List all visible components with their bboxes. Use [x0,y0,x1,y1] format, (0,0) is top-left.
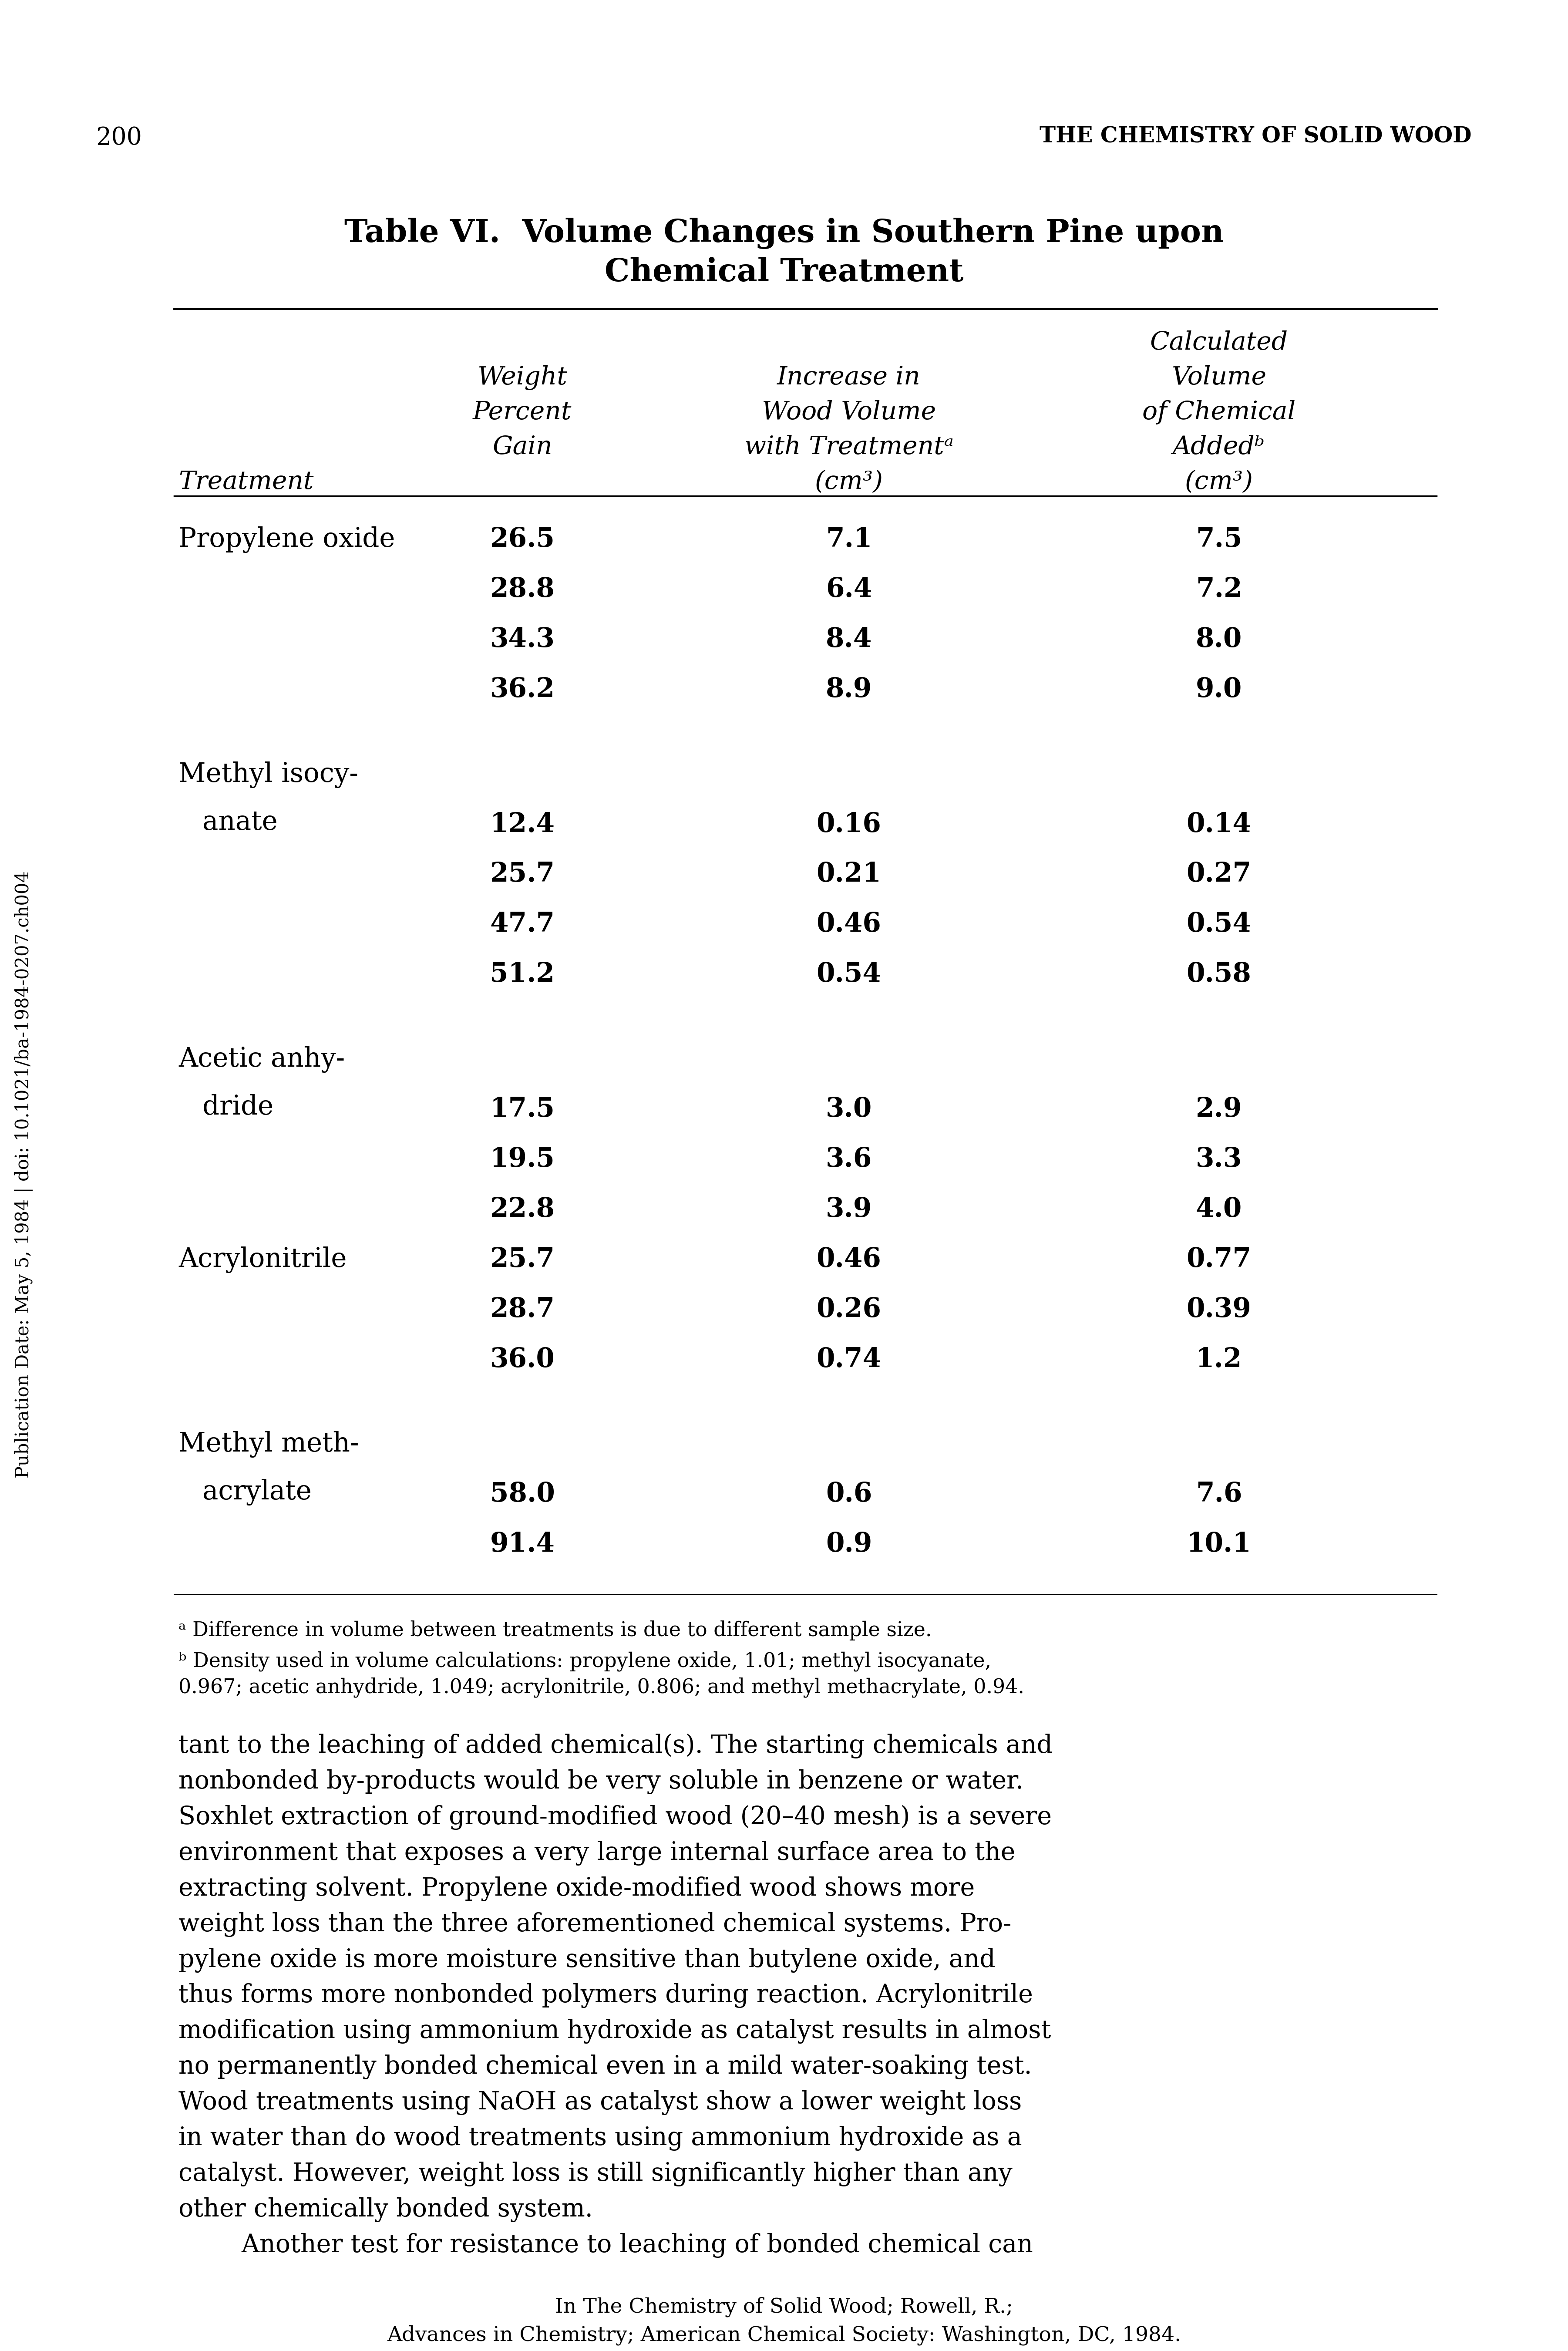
Text: ᵃ Difference in volume between treatments is due to different sample size.: ᵃ Difference in volume between treatment… [179,1620,931,1641]
Text: catalyst. However, weight loss is still significantly higher than any: catalyst. However, weight loss is still … [179,2161,1013,2186]
Text: no permanently bonded chemical even in a mild water-soaking test.: no permanently bonded chemical even in a… [179,2055,1032,2081]
Text: 36.2: 36.2 [489,677,555,703]
Text: 3.9: 3.9 [826,1197,872,1223]
Text: ᵇ Density used in volume calculations: propylene oxide, 1.01; methyl isocyanate,: ᵇ Density used in volume calculations: p… [179,1650,991,1672]
Text: 0.14: 0.14 [1187,811,1251,837]
Text: 4.0: 4.0 [1196,1197,1242,1223]
Text: 0.46: 0.46 [817,912,881,938]
Text: 7.6: 7.6 [1196,1481,1242,1507]
Text: acrylate: acrylate [202,1479,312,1505]
Text: Soxhlet extraction of ground-modified wood (20–40 mesh) is a severe: Soxhlet extraction of ground-modified wo… [179,1806,1052,1829]
Text: 3.3: 3.3 [1196,1147,1242,1173]
Text: Treatment: Treatment [179,470,314,494]
Text: 0.21: 0.21 [817,860,881,886]
Text: 3.6: 3.6 [826,1147,872,1173]
Text: Methyl isocy-: Methyl isocy- [179,762,358,788]
Text: with Treatmentᵃ: with Treatmentᵃ [745,435,953,461]
Text: Percent: Percent [474,400,572,426]
Text: Increase in: Increase in [778,364,920,390]
Text: 28.7: 28.7 [489,1295,555,1324]
Text: 0.16: 0.16 [817,811,881,837]
Text: 9.0: 9.0 [1196,677,1242,703]
Text: 58.0: 58.0 [489,1481,555,1507]
Text: 8.0: 8.0 [1196,625,1242,654]
Text: 7.1: 7.1 [826,527,872,552]
Text: Table VI.  Volume Changes in Southern Pine upon: Table VI. Volume Changes in Southern Pin… [345,219,1223,249]
Text: Gain: Gain [492,435,552,461]
Text: 28.8: 28.8 [489,576,555,602]
Text: 47.7: 47.7 [489,912,555,938]
Text: anate: anate [202,809,278,835]
Text: Addedᵇ: Addedᵇ [1173,435,1265,461]
Text: Chemical Treatment: Chemical Treatment [605,256,963,287]
Text: of Chemical: of Chemical [1142,400,1295,426]
Text: (cm³): (cm³) [1185,470,1253,494]
Text: 91.4: 91.4 [489,1531,555,1556]
Text: Publication Date: May 5, 1984 | doi: 10.1021/ba-1984-0207.ch004: Publication Date: May 5, 1984 | doi: 10.… [14,870,33,1479]
Text: In The Chemistry of Solid Wood; Rowell, R.;: In The Chemistry of Solid Wood; Rowell, … [555,2297,1013,2318]
Text: 17.5: 17.5 [489,1096,555,1121]
Text: 0.967; acetic anhydride, 1.049; acrylonitrile, 0.806; and methyl methacrylate, 0: 0.967; acetic anhydride, 1.049; acryloni… [179,1676,1024,1697]
Text: thus forms more nonbonded polymers during reaction. Acrylonitrile: thus forms more nonbonded polymers durin… [179,1984,1033,2008]
Text: 8.9: 8.9 [826,677,872,703]
Text: 25.7: 25.7 [489,860,555,886]
Text: 7.5: 7.5 [1196,527,1242,552]
Text: 36.0: 36.0 [489,1347,555,1373]
Text: 19.5: 19.5 [489,1147,555,1173]
Text: 200: 200 [96,127,141,150]
Text: 26.5: 26.5 [489,527,555,552]
Text: Wood treatments using NaOH as catalyst show a lower weight loss: Wood treatments using NaOH as catalyst s… [179,2090,1022,2116]
Text: Wood Volume: Wood Volume [762,400,936,426]
Text: 22.8: 22.8 [489,1197,555,1223]
Text: 10.1: 10.1 [1187,1531,1251,1556]
Text: 25.7: 25.7 [489,1246,555,1272]
Text: dride: dride [202,1093,273,1119]
Text: Advances in Chemistry; American Chemical Society: Washington, DC, 1984.: Advances in Chemistry; American Chemical… [387,2325,1181,2346]
Text: 34.3: 34.3 [489,625,555,654]
Text: other chemically bonded system.: other chemically bonded system. [179,2198,593,2222]
Text: 8.4: 8.4 [826,625,872,654]
Text: 0.54: 0.54 [1187,912,1251,938]
Text: 1.2: 1.2 [1196,1347,1242,1373]
Text: 51.2: 51.2 [489,962,555,987]
Text: pylene oxide is more moisture sensitive than butylene oxide, and: pylene oxide is more moisture sensitive … [179,1947,996,1972]
Text: 0.54: 0.54 [817,962,881,987]
Text: 0.58: 0.58 [1187,962,1251,987]
Text: Another test for resistance to leaching of bonded chemical can: Another test for resistance to leaching … [179,2233,1033,2257]
Text: Propylene oxide: Propylene oxide [179,527,395,552]
Text: Volume: Volume [1171,364,1267,390]
Text: tant to the leaching of added chemical(s). The starting chemicals and: tant to the leaching of added chemical(s… [179,1733,1052,1759]
Text: Acrylonitrile: Acrylonitrile [179,1246,347,1272]
Text: environment that exposes a very large internal surface area to the: environment that exposes a very large in… [179,1841,1016,1864]
Text: 0.39: 0.39 [1187,1295,1251,1324]
Text: 0.26: 0.26 [817,1295,881,1324]
Text: 0.6: 0.6 [826,1481,872,1507]
Text: 0.27: 0.27 [1187,860,1251,886]
Text: 12.4: 12.4 [489,811,555,837]
Text: 0.46: 0.46 [817,1246,881,1272]
Text: nonbonded by-products would be very soluble in benzene or water.: nonbonded by-products would be very solu… [179,1770,1024,1794]
Text: 0.77: 0.77 [1187,1246,1251,1272]
Text: 6.4: 6.4 [826,576,872,602]
Text: Acetic anhy-: Acetic anhy- [179,1046,345,1072]
Text: 0.9: 0.9 [826,1531,872,1556]
Text: 2.9: 2.9 [1196,1096,1242,1121]
Text: (cm³): (cm³) [815,470,883,494]
Text: modification using ammonium hydroxide as catalyst results in almost: modification using ammonium hydroxide as… [179,2020,1051,2043]
Text: weight loss than the three aforementioned chemical systems. Pro-: weight loss than the three aforementione… [179,1911,1011,1937]
Text: in water than do wood treatments using ammonium hydroxide as a: in water than do wood treatments using a… [179,2125,1022,2151]
Text: Weight: Weight [477,364,568,390]
Text: 0.74: 0.74 [817,1347,881,1373]
Text: Methyl meth-: Methyl meth- [179,1432,359,1458]
Text: THE CHEMISTRY OF SOLID WOOD: THE CHEMISTRY OF SOLID WOOD [1040,127,1471,148]
Text: 3.0: 3.0 [826,1096,872,1121]
Text: Calculated: Calculated [1149,331,1287,355]
Text: 7.2: 7.2 [1196,576,1242,602]
Text: extracting solvent. Propylene oxide-modified wood shows more: extracting solvent. Propylene oxide-modi… [179,1876,975,1902]
